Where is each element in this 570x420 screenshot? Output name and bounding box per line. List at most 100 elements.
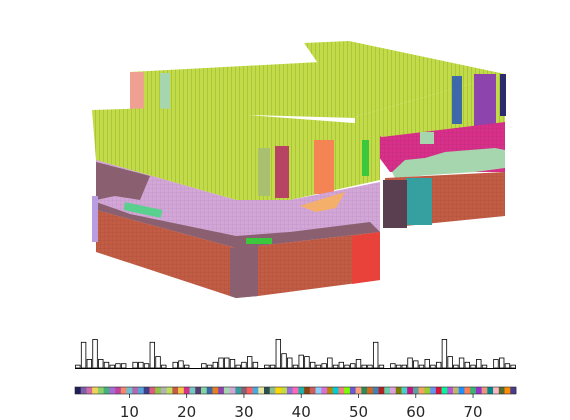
histogram-bar xyxy=(143,363,150,369)
colorbar-cell xyxy=(327,387,334,394)
mauve-column xyxy=(230,246,258,298)
histogram-bar xyxy=(75,364,81,369)
colorbar-cell xyxy=(132,387,139,394)
colorbar-cell xyxy=(201,387,208,394)
streak-blue xyxy=(452,76,462,124)
streak-navy xyxy=(500,74,506,116)
colorbar-cell xyxy=(286,387,293,394)
histogram-bar xyxy=(252,361,259,369)
colorbar-cell xyxy=(338,387,345,394)
colorbar-cell xyxy=(361,387,368,394)
histogram-bar xyxy=(418,364,425,369)
histogram-bar xyxy=(224,357,230,369)
colorbar-cell xyxy=(258,387,265,394)
histogram-bar xyxy=(458,357,465,369)
voxel-3d-model xyxy=(92,41,506,298)
mint-patch-small xyxy=(420,132,434,144)
histogram-bar xyxy=(287,357,293,369)
colorbar-cell xyxy=(355,387,362,394)
histogram-bar xyxy=(309,361,316,369)
colorbar-tick-label: 70 xyxy=(463,403,482,420)
mint-patch xyxy=(392,148,505,178)
colorbar-cell xyxy=(395,387,402,394)
colorbar-tick-label: 60 xyxy=(406,403,425,420)
colorbar-cell xyxy=(235,387,242,394)
colorbar-tick-label: 10 xyxy=(120,403,139,420)
colorbar-cell xyxy=(241,387,248,394)
histogram-bar xyxy=(470,364,476,369)
colorbar-cell xyxy=(407,387,414,394)
colorbar-cell xyxy=(430,387,437,394)
streak-sage xyxy=(160,73,170,109)
histogram-bar xyxy=(98,359,104,369)
colorbar-cell xyxy=(155,387,162,394)
histogram-bar xyxy=(361,364,367,369)
histogram-bar xyxy=(298,354,304,369)
histogram-bar xyxy=(103,361,110,369)
streak-salmon xyxy=(130,72,144,110)
colorbar-tick-label: 40 xyxy=(292,403,311,420)
histogram-bar xyxy=(424,359,430,369)
histogram-bar xyxy=(372,341,379,369)
colorbar-cell xyxy=(160,387,167,394)
colorbar-cell xyxy=(80,387,87,394)
histogram-bar xyxy=(447,356,453,369)
histogram-bar xyxy=(315,364,322,369)
histogram-bar xyxy=(86,359,93,369)
histogram-bar xyxy=(453,364,459,369)
histogram-bar xyxy=(476,359,482,369)
teal-patch xyxy=(406,178,432,225)
colorbar-cell xyxy=(115,387,122,394)
colorbar-cell xyxy=(367,387,374,394)
histogram-bar xyxy=(115,363,121,369)
histogram-bar xyxy=(120,363,127,369)
histogram-bar xyxy=(183,364,190,369)
histogram-bar xyxy=(172,361,178,369)
colorbar-cell xyxy=(206,387,213,394)
histogram-bar xyxy=(493,359,499,369)
colorbar-cell xyxy=(390,387,397,394)
histogram-bar xyxy=(269,364,276,369)
colorbar-cell xyxy=(384,387,391,394)
colorbar-cell xyxy=(120,387,127,394)
colorbar-cell xyxy=(498,387,505,394)
histogram-bar xyxy=(132,361,138,369)
colorbar-cell xyxy=(86,387,93,394)
streak-olive xyxy=(258,148,270,196)
histogram-bar xyxy=(155,356,161,369)
colorbar-cell xyxy=(149,387,156,394)
histogram-bar xyxy=(510,364,516,369)
colorbar-cell xyxy=(229,387,236,394)
colorbar-cell xyxy=(401,387,408,394)
colorbar-cell xyxy=(418,387,425,394)
colorbar-tick-label: 20 xyxy=(177,403,196,420)
histogram-bar xyxy=(441,339,448,369)
colorbar-cell xyxy=(189,387,196,394)
colorbar-cell xyxy=(453,387,460,394)
colorbar-cell xyxy=(292,387,299,394)
mauve-band xyxy=(96,202,380,248)
histogram-bar xyxy=(149,341,156,369)
colorbar-cell xyxy=(493,387,500,394)
histogram-bar xyxy=(327,357,333,369)
streak-green xyxy=(362,140,369,176)
histogram-bar xyxy=(378,364,385,369)
histogram-bar xyxy=(390,363,396,369)
colorbar-cell xyxy=(332,387,339,394)
colorbar-cell xyxy=(246,387,253,394)
colorbar-cell xyxy=(103,387,110,394)
histogram-bar xyxy=(367,364,373,369)
colorbar-cell xyxy=(344,387,351,394)
colorbar-tick-label: 30 xyxy=(234,403,253,420)
mauve-intrusion xyxy=(96,162,150,200)
histogram-bar xyxy=(246,356,253,369)
histogram-bar xyxy=(275,339,282,369)
colorbar-cell xyxy=(349,387,356,394)
colorbar-cell xyxy=(447,387,454,394)
streak-red xyxy=(275,146,289,198)
colorbar-cell xyxy=(424,387,431,394)
histogram-bar xyxy=(212,361,219,369)
colorbar: 10 20 30 40 50 60 70 xyxy=(74,386,517,420)
colorbar-frame xyxy=(74,386,517,395)
